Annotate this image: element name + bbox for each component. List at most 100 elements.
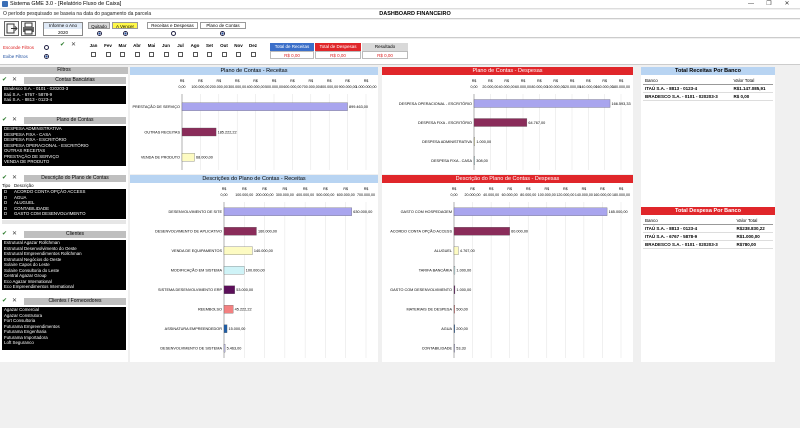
bar[interactable] — [223, 305, 234, 314]
close-icon[interactable]: ✕ — [12, 77, 18, 83]
bank-account-item[interactable]: Itaú S.A. - 8813 - 0123-4 — [4, 97, 53, 102]
description-item[interactable]: D ALUGUEL — [2, 200, 126, 206]
bar[interactable] — [223, 246, 253, 255]
close-icon[interactable]: ✕ — [12, 117, 18, 123]
description-item[interactable]: D ACORDO CONTA OPÇÃO ACCESS — [2, 189, 126, 195]
supplier-item[interactable]: Futurama Importadora — [4, 334, 48, 340]
bank-account-item[interactable]: Bradesco S.A. - 0101 - 020203-3 — [4, 86, 69, 91]
revenues-expenses-radio[interactable] — [171, 31, 176, 36]
bar[interactable] — [453, 207, 608, 216]
bar[interactable] — [223, 285, 235, 294]
description-item[interactable]: D GASTO COM DESENVOLVIMENTO — [2, 211, 126, 217]
description-scrollbar[interactable] — [2, 220, 126, 224]
table-row[interactable]: BRADESCO S.A. - 0101 - 020203-3 R$ 0,00 — [643, 92, 773, 101]
chart-account-item[interactable]: DESPESA FIXA - CASA — [4, 131, 52, 137]
tab-revenues-expenses[interactable]: Receitas e Despesas — [147, 22, 198, 29]
month-checkbox[interactable] — [120, 52, 125, 57]
bar[interactable] — [181, 127, 217, 137]
supplier-item[interactable]: Futurama Empreendimentos — [4, 323, 60, 329]
client-item[interactable]: Solaire Capos do Leste — [4, 262, 50, 267]
bar[interactable] — [453, 324, 455, 333]
bar[interactable] — [453, 285, 456, 294]
suppliers-list[interactable]: Agazar Comercial Agazar Construtora Fort C… — [2, 307, 126, 350]
bar[interactable] — [453, 344, 455, 353]
chart-account-item[interactable]: OUTRAS RECEITAS — [4, 148, 46, 153]
clients-list[interactable]: Estrutural Agazar Rollchman Estrutural De… — [2, 240, 126, 290]
supplier-item[interactable]: Futurama Engenharia — [4, 329, 47, 334]
status-due-radio[interactable] — [123, 31, 128, 36]
client-item[interactable]: Central Agazar Group — [4, 273, 47, 278]
supplier-item[interactable]: Agazar Construtora — [4, 312, 43, 318]
bar[interactable] — [223, 344, 226, 353]
chart-accounts-radio[interactable] — [220, 31, 225, 36]
check-icon[interactable]: ✔ — [2, 77, 8, 83]
bar[interactable] — [453, 266, 456, 275]
client-item[interactable]: Estrutural Empreendimentos Rollchman — [4, 251, 82, 256]
close-button[interactable]: ✕ — [784, 1, 790, 7]
year-value[interactable]: 2020 — [57, 30, 68, 35]
description-item[interactable]: D AGUA — [2, 195, 126, 201]
month-checkbox[interactable] — [236, 52, 241, 57]
chart-accounts-list[interactable]: DESPESA ADMINISTRATIVA DESPESA FIXA - CAS… — [2, 126, 126, 166]
chart-account-item[interactable]: PRESTAÇÃO DE SERVIÇO — [4, 153, 59, 159]
month-checkbox[interactable] — [250, 52, 256, 57]
supplier-item[interactable]: Agazar Comercial — [4, 307, 39, 312]
bar[interactable] — [181, 102, 348, 111]
check-icon[interactable]: ✔ — [2, 175, 8, 181]
chart-account-item[interactable]: DESPESA FIXA - ESCRITÓRIO — [4, 137, 67, 142]
supplier-item[interactable]: Fort Consultoria — [4, 318, 36, 323]
description-item[interactable]: D CONTABILIDADE — [2, 206, 126, 212]
year-field[interactable]: Informe o Ano 2020 — [43, 22, 83, 36]
check-all-icon[interactable]: ✔ — [60, 42, 66, 48]
bar[interactable] — [181, 153, 195, 162]
bar[interactable] — [223, 227, 257, 236]
bar[interactable] — [223, 266, 245, 275]
clear-all-icon[interactable]: ✕ — [71, 42, 77, 48]
month-checkbox[interactable] — [134, 52, 140, 57]
bar[interactable] — [473, 99, 611, 108]
month-checkbox[interactable] — [192, 52, 198, 57]
bar[interactable] — [223, 207, 352, 216]
bar[interactable] — [453, 305, 455, 314]
month-checkbox[interactable] — [149, 52, 154, 57]
show-filters-radio[interactable] — [44, 54, 49, 59]
check-icon[interactable]: ✔ — [2, 231, 8, 237]
month-checkbox[interactable] — [221, 52, 227, 57]
client-item[interactable]: Solaire Consultoria do Leste — [4, 267, 60, 273]
client-item[interactable]: Eco Empreendimentos International — [4, 284, 74, 289]
description-list[interactable]: D ACORDO CONTA OPÇÃO ACCESS D AGUA D ALUGUEL D… — [2, 189, 126, 219]
client-item[interactable]: Estrutural Agazar Rollchman — [4, 240, 60, 245]
supplier-item[interactable]: Loft Seguranco — [4, 340, 34, 345]
status-paid-radio[interactable] — [97, 31, 102, 36]
bank-account-item[interactable]: Itaú S.A. - 6767 - 5878-9 — [4, 91, 53, 97]
bar[interactable] — [453, 227, 510, 236]
close-icon[interactable]: ✕ — [12, 298, 18, 304]
month-checkbox[interactable] — [163, 52, 169, 57]
client-item[interactable]: Eco Agazar International — [4, 278, 52, 284]
hide-filters-radio[interactable] — [44, 45, 49, 50]
bar[interactable] — [473, 137, 475, 146]
month-checkbox[interactable] — [91, 52, 96, 57]
close-icon[interactable]: ✕ — [12, 231, 18, 237]
tab-chart-accounts[interactable]: Plano de Contas — [200, 22, 246, 29]
chart-account-item[interactable]: DESPESA ADMINISTRATIVA — [4, 126, 62, 131]
check-icon[interactable]: ✔ — [2, 117, 8, 123]
bar[interactable] — [453, 246, 459, 255]
month-checkbox[interactable] — [105, 52, 111, 57]
client-item[interactable]: Estrutural Negócios do Oeste — [4, 256, 62, 262]
bar[interactable] — [473, 156, 475, 165]
maximize-button[interactable]: ❐ — [766, 1, 772, 7]
client-item[interactable]: Estrutural Desenvolvimento do Oeste — [4, 245, 77, 251]
check-icon[interactable]: ✔ — [2, 298, 8, 304]
chart-account-item[interactable]: DESPESA OPERACIONAL - ESCRITÓRIO — [4, 142, 89, 148]
table-row[interactable]: BRADESCO S.A. - 0101 - 020203-3 R$780,00 — [643, 240, 773, 249]
table-row[interactable]: ITAÚ S.A. - 8813 - 0123-4 R$1.147.085,91 — [643, 84, 773, 93]
table-row[interactable]: ITAÚ S.A. - 8813 - 0123-4 R$238.830,22 — [643, 224, 773, 233]
chart-account-item[interactable]: VENDA DE PRODUTO — [4, 159, 50, 164]
bar[interactable] — [473, 118, 528, 127]
print-button[interactable] — [21, 21, 36, 36]
month-checkbox[interactable] — [178, 52, 183, 57]
bank-accounts-list[interactable]: Bradesco S.A. - 0101 - 020203-3 Itaú S.A.… — [2, 86, 126, 104]
show-filters-label[interactable]: Exibe Filtros — [3, 54, 28, 59]
month-checkbox[interactable] — [207, 52, 212, 57]
